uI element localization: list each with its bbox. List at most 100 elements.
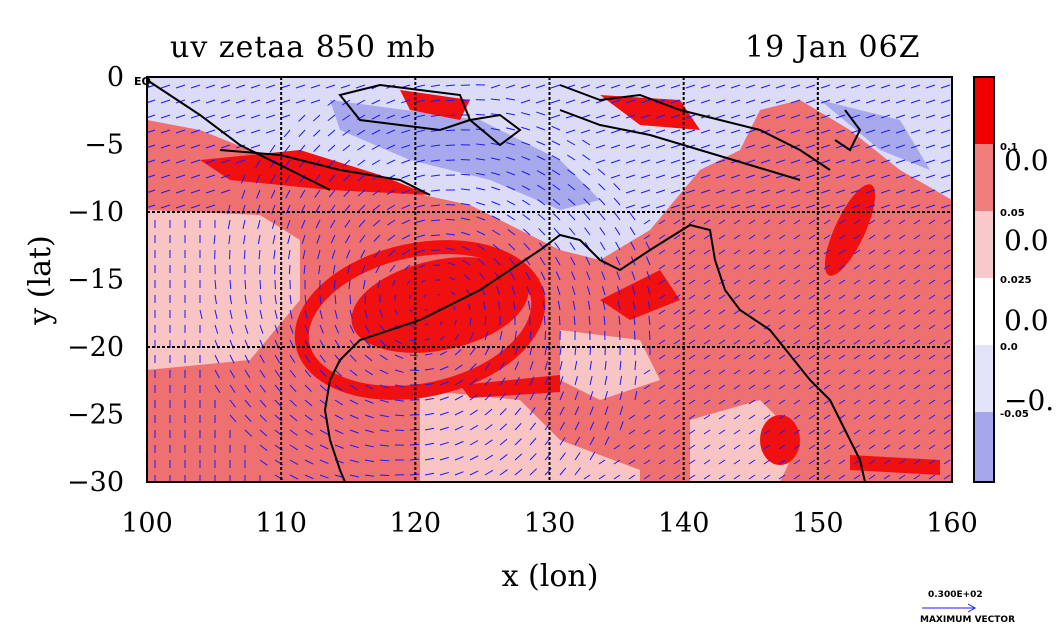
wind-vector [634,375,637,386]
wind-vector [610,129,621,134]
wind-vector [449,276,456,281]
wind-vector [317,249,321,259]
wind-vector [499,469,508,476]
wind-vector [943,399,951,405]
wind-vector [793,249,801,255]
wind-vector [883,474,891,480]
wind-vector [733,234,741,240]
wind-vector [494,272,501,281]
wind-vector [868,324,876,330]
wind-vector [673,474,681,480]
wind-vector [703,339,711,345]
wind-vector [160,204,171,209]
wind-vector [304,384,312,392]
wind-vector [555,271,561,281]
wind-vector [424,323,429,326]
wind-vector [424,427,435,431]
wind-vector [925,129,936,134]
wind-vector [289,354,296,364]
wind-vector [190,159,201,164]
wind-vector [778,219,786,225]
wind-vector [628,474,636,480]
wind-vector [329,204,336,213]
wind-vector [313,144,321,152]
wind-vector [319,429,329,435]
wind-vector [334,429,344,435]
wind-vector [943,279,951,285]
x-tick-label: 120 [390,508,442,539]
coast-sulawesi [467,113,522,147]
wind-vector [760,144,771,149]
wind-vector [820,99,831,104]
wind-vector [355,84,366,89]
wind-vector [748,294,756,300]
wind-vector [748,279,756,285]
wind-vector [688,399,696,405]
wind-vector [658,339,666,345]
wind-vector [304,444,314,450]
wind-vector [454,410,464,416]
wind-vector [327,114,336,122]
wind-vector [349,324,355,334]
wind-vector [469,317,472,326]
wind-vector [259,399,267,408]
wind-vector [670,189,681,194]
wind-vector [469,440,479,446]
wind-vector [793,459,801,465]
wind-vector [416,204,426,208]
wind-vector [673,459,681,465]
wind-vector [610,174,621,179]
wind-vector [648,330,651,341]
wind-vector [220,114,231,119]
wind-vector [673,444,681,450]
wind-vector [334,369,342,377]
wind-vector [688,324,696,330]
wind-vector [374,249,381,258]
wind-vector [529,437,537,446]
wind-vector [805,84,816,89]
wind-vector [793,234,801,240]
wind-vector [460,188,471,191]
wind-vector [604,360,607,371]
wind-vector [778,459,786,465]
wind-vector [688,234,696,240]
wind-vector [835,84,846,89]
wind-vector [868,414,876,420]
wind-vector [853,234,861,240]
wind-vector [454,379,464,386]
wind-vector [745,189,756,194]
wind-vector [604,436,610,446]
wind-vector [670,99,681,104]
wind-vector [522,228,531,236]
wind-vector [928,384,936,390]
colorbar-swatch [974,144,994,211]
wind-vector [940,189,951,194]
wind-vector [895,144,906,149]
wind-vector [805,189,816,194]
wind-vector [715,99,726,104]
wind-vector [913,309,921,315]
wind-vector [823,399,831,405]
wind-vector [853,279,861,285]
wind-vector [454,348,462,356]
wind-vector [160,189,171,194]
wind-vector [685,99,696,104]
wind-vector [850,99,861,104]
wind-vector [673,339,681,345]
wind-vector [715,144,726,149]
wind-vector [763,384,771,390]
wind-vector [552,184,561,191]
wind-vector [640,159,651,164]
wind-vector [895,84,906,89]
wind-vector [625,84,636,89]
wind-vector [343,189,351,197]
wind-vector [808,384,816,390]
wind-vector [285,204,291,214]
wind-vector [745,129,756,134]
wind-vector [640,99,651,104]
wind-vector [913,324,921,330]
colorbar-big-label: −0. [1004,384,1054,417]
wind-vector [550,114,561,119]
wind-vector [658,354,666,360]
wind-vector [285,189,291,199]
